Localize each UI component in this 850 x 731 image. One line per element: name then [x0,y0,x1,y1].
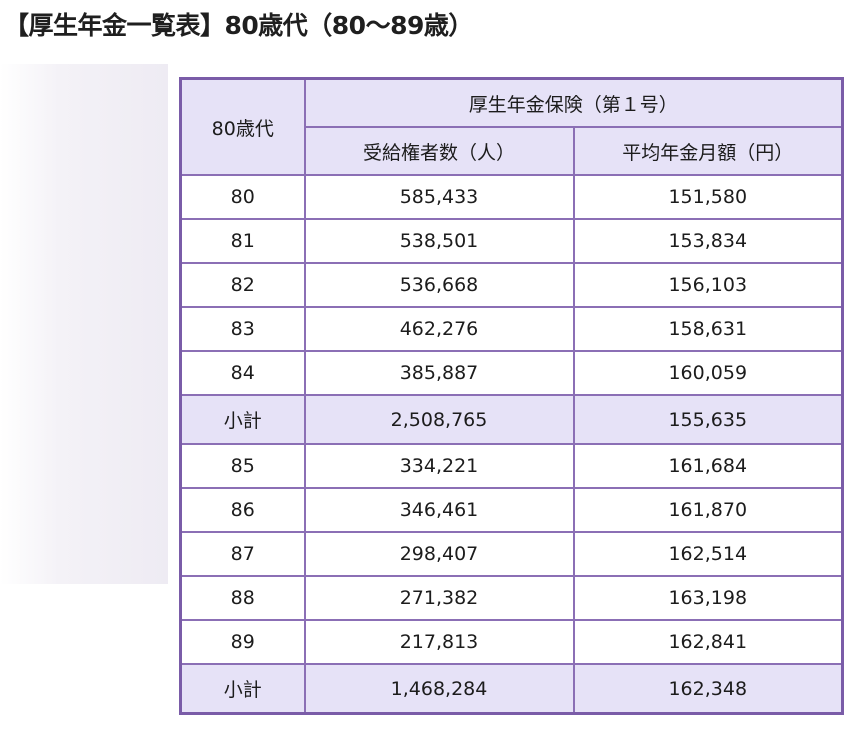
table-row: 89 217,813 162,841 [179,619,844,665]
table-row: 82 536,668 156,103 [179,262,844,308]
age-cell: 80 [179,174,306,220]
recipients-header: 受給権者数（人） [303,126,575,176]
table-row: 80 585,433 151,580 [179,174,844,220]
subtotal-label: 小計 [179,394,306,445]
average-cell: 153,834 [572,218,844,264]
group-header: 厚生年金保険（第１号） [303,77,844,128]
subtotal-row: 小計 1,468,284 162,348 [179,663,844,715]
age-cell: 89 [179,619,306,665]
recipients-cell: 536,668 [303,262,575,308]
recipients-cell: 462,276 [303,306,575,352]
pension-table: 80歳代 厚生年金保険（第１号） 受給権者数（人） 平均年金月額（円） 80 5… [179,77,845,715]
average-cell: 160,059 [572,350,844,396]
average-cell: 163,198 [572,575,844,621]
average-cell: 161,870 [572,487,844,533]
age-cell: 81 [179,218,306,264]
recipients-cell: 334,221 [303,443,575,489]
average-cell: 162,841 [572,619,844,665]
table-row: 86 346,461 161,870 [179,487,844,533]
table-row: 88 271,382 163,198 [179,575,844,621]
age-cell: 85 [179,443,306,489]
subtotal-row: 小計 2,508,765 155,635 [179,394,844,445]
recipients-cell: 271,382 [303,575,575,621]
age-cell: 87 [179,531,306,577]
table-row: 85 334,221 161,684 [179,443,844,489]
table-row: 83 462,276 158,631 [179,306,844,352]
average-cell: 156,103 [572,262,844,308]
recipients-cell: 585,433 [303,174,575,220]
recipients-cell: 538,501 [303,218,575,264]
age-cell: 86 [179,487,306,533]
average-cell: 161,684 [572,443,844,489]
header-row: 80歳代 厚生年金保険（第１号） [179,77,844,176]
recipients-cell: 2,508,765 [303,394,575,445]
average-cell: 158,631 [572,306,844,352]
table-row: 81 538,501 153,834 [179,218,844,264]
age-cell: 82 [179,262,306,308]
recipients-cell: 217,813 [303,619,575,665]
age-cell: 84 [179,350,306,396]
average-cell: 162,348 [572,663,844,715]
age-header: 80歳代 [179,77,306,176]
average-cell: 162,514 [572,531,844,577]
side-shade [0,64,168,584]
page-heading: 【厚生年金一覧表】80歳代（80〜89歳） [4,11,473,40]
subtotal-label: 小計 [179,663,306,715]
age-cell: 83 [179,306,306,352]
recipients-cell: 385,887 [303,350,575,396]
subheader-row: 受給権者数（人） 平均年金月額（円） [181,126,844,176]
recipients-cell: 298,407 [303,531,575,577]
recipients-cell: 346,461 [303,487,575,533]
average-cell: 155,635 [572,394,844,445]
average-cell: 151,580 [572,174,844,220]
recipients-cell: 1,468,284 [303,663,575,715]
table-row: 87 298,407 162,514 [179,531,844,577]
table-row: 84 385,887 160,059 [179,350,844,396]
average-header: 平均年金月額（円） [572,126,844,176]
age-cell: 88 [179,575,306,621]
